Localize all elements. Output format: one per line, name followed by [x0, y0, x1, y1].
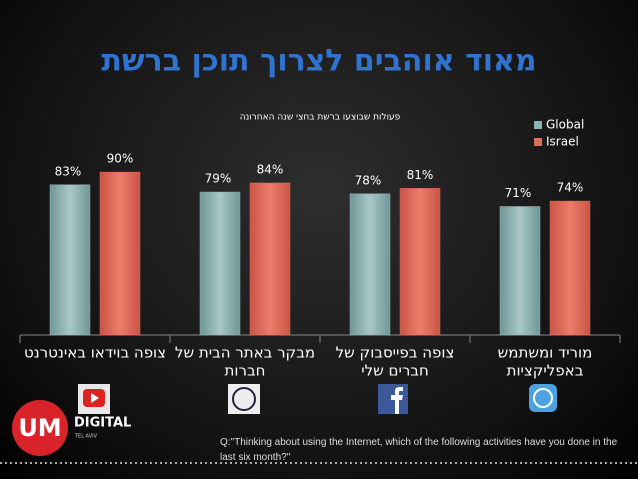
x-tick-label: באפליקציות — [507, 362, 584, 380]
bar — [249, 182, 291, 336]
bar — [399, 188, 441, 336]
value-label: 71% — [505, 186, 532, 200]
x-tick-label: חברות — [225, 362, 266, 380]
video-icon-play — [91, 393, 99, 403]
legend-label: Global — [546, 118, 584, 132]
value-label: 81% — [407, 168, 434, 182]
bar — [549, 200, 591, 336]
x-tick-label: צופה בוידאו באינטרנט — [24, 344, 166, 362]
legend-swatch — [534, 138, 542, 146]
legend-swatch — [534, 121, 542, 129]
value-label: 78% — [355, 173, 382, 187]
x-tick-label: מבקר באתר הבית של — [175, 344, 315, 362]
value-label: 83% — [55, 164, 82, 178]
logo-city: TEL AVIV — [74, 434, 98, 440]
x-tick-label: מוריד ומשתמש — [498, 344, 593, 362]
value-label: 90% — [107, 152, 134, 166]
logo: UM DIGITAL TEL AVIV — [12, 400, 131, 456]
legend-label: Israel — [546, 135, 579, 149]
value-label: 74% — [557, 181, 584, 195]
footnote: Q:"Thinking about using the Internet, wh… — [220, 437, 618, 463]
logo-circle — [12, 400, 68, 456]
value-label: 79% — [205, 172, 232, 186]
chart-subtitle: פעולות שבוצעו ברשת בחצי שנה האחרונה — [240, 113, 401, 123]
chart-title: מאוד אוהבים לצרוך תוכן ברשת — [101, 44, 536, 79]
app-icon-ring — [533, 388, 553, 408]
value-label: 84% — [257, 162, 284, 176]
x-tick-label: חברים שלי — [361, 362, 429, 380]
bar — [99, 171, 141, 336]
logo-text: UM — [18, 414, 61, 442]
logo-digital: DIGITAL — [74, 416, 131, 431]
facebook-icon-f — [391, 387, 403, 414]
bar — [199, 191, 241, 336]
bar — [349, 193, 391, 336]
web-icon-ring — [232, 387, 256, 411]
icons — [78, 384, 557, 414]
x-tick-label: צופה בפייסבוק של — [336, 344, 455, 362]
bar — [49, 184, 91, 336]
bar — [499, 206, 541, 336]
